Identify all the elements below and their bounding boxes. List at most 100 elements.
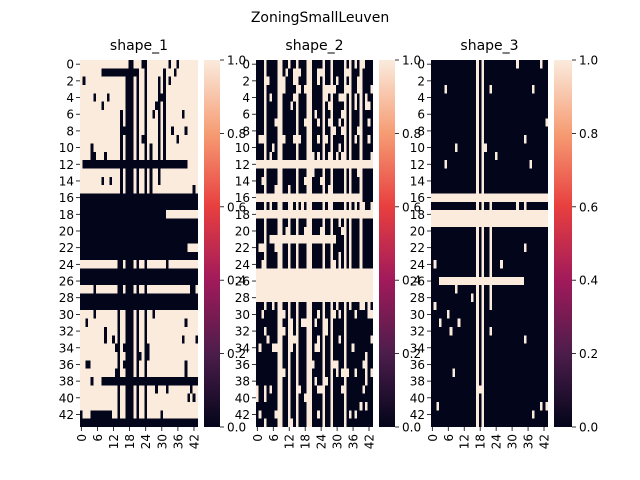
heatmap-cell (90, 93, 94, 102)
heatmap-cell (470, 151, 474, 161)
heatmap-cell (130, 293, 134, 303)
heatmap-cell (128, 351, 132, 361)
heatmap-cell (141, 210, 145, 219)
heatmap-cell (508, 185, 511, 194)
heatmap-cell (343, 243, 347, 252)
heatmap-cell (184, 243, 188, 252)
heatmap-cell (98, 210, 102, 219)
heatmap-cell (136, 418, 140, 428)
heatmap-cell (470, 68, 474, 77)
heatmap-cell (149, 293, 153, 303)
heatmap-cell (195, 418, 199, 428)
heatmap-cell (346, 210, 350, 219)
heatmap-cell (362, 368, 366, 378)
heatmap-cell (109, 393, 113, 403)
heatmap-cell (258, 318, 262, 328)
heatmap-cell (359, 176, 363, 186)
heatmap-cell (317, 201, 320, 211)
heatmap-cell (317, 151, 320, 161)
heatmap-cell (529, 85, 533, 94)
heatmap-cell (112, 93, 116, 102)
heatmap-cell (333, 101, 336, 111)
heatmap-cell (155, 85, 158, 94)
heatmap-cell (287, 393, 291, 403)
heatmap-cell (96, 410, 99, 419)
heatmap-cell (96, 176, 99, 186)
heatmap-cell (513, 126, 517, 136)
heatmap-cell (303, 368, 307, 378)
heatmap-cell (261, 393, 265, 403)
heatmap-cell (357, 343, 360, 353)
heatmap-cell (365, 101, 368, 111)
heatmap-cell (139, 118, 142, 127)
heatmap-cell (149, 376, 153, 386)
heatmap-cell (149, 360, 153, 369)
heatmap-cell (181, 168, 185, 177)
heatmap-cell (282, 85, 286, 94)
heatmap-cell (343, 310, 347, 319)
heatmap-cell (446, 185, 450, 194)
heatmap-cell (325, 126, 328, 136)
heatmap-cell (351, 143, 355, 152)
heatmap-cell (370, 268, 374, 278)
heatmap-cell (301, 226, 305, 236)
heatmap-cell (282, 368, 286, 378)
heatmap-cell (524, 110, 527, 119)
heatmap-cell (359, 310, 363, 319)
heatmap-cell (319, 268, 323, 278)
heatmap-cell (256, 410, 259, 419)
heatmap-cell (258, 268, 262, 278)
heatmap-cell (303, 360, 307, 369)
heatmap-cell (285, 401, 289, 411)
heatmap-cell (279, 310, 283, 319)
heatmap-cell (101, 176, 105, 186)
heatmap-cell (508, 93, 511, 102)
heatmap-cell (446, 60, 450, 69)
heatmap-cell (438, 160, 442, 169)
heatmap-cell (431, 193, 434, 202)
heatmap-cell (341, 376, 344, 386)
heatmap-cell (290, 285, 294, 294)
heatmap-cell (149, 260, 153, 269)
heatmap-cell (293, 401, 297, 411)
heatmap-cell (269, 143, 273, 152)
heatmap-cell (271, 276, 275, 286)
heatmap-cell (120, 193, 124, 202)
heatmap-cell (362, 68, 366, 77)
heatmap-cell (452, 185, 456, 194)
heatmap-cell (122, 93, 126, 102)
heatmap-cell (349, 101, 352, 111)
heatmap-cell (500, 68, 503, 77)
heatmap-cell (282, 218, 286, 227)
heatmap-cell (449, 110, 453, 119)
heatmap-cell (122, 168, 126, 177)
heatmap-cell (109, 93, 113, 102)
heatmap-cell (319, 101, 323, 111)
heatmap-cell (359, 251, 363, 261)
heatmap-cell (524, 235, 527, 244)
heatmap-cell (181, 185, 185, 194)
heatmap-cell (269, 76, 273, 86)
heatmap-cell (176, 193, 180, 202)
heatmap-cell (436, 93, 440, 102)
heatmap-cell (476, 201, 480, 211)
heatmap-cell (171, 268, 175, 278)
heatmap-cell (117, 201, 121, 211)
heatmap-cell (179, 351, 183, 361)
heatmap-cell (460, 226, 464, 236)
heatmap-cell (481, 176, 485, 186)
heatmap-cell (298, 301, 302, 311)
heatmap-cell (362, 176, 366, 186)
heatmap-cell (104, 360, 107, 369)
heatmap-cell (524, 218, 527, 227)
heatmap-cell (524, 135, 527, 144)
heatmap-cell (88, 101, 91, 111)
heatmap-cell (325, 218, 328, 227)
heatmap-cell (287, 293, 291, 303)
heatmap-cell (295, 285, 299, 294)
heatmap-cell (271, 126, 275, 136)
heatmap-cell (325, 151, 328, 161)
heatmap-cell (117, 410, 121, 419)
heatmap-cell (130, 268, 134, 278)
heatmap-cell (109, 68, 113, 77)
